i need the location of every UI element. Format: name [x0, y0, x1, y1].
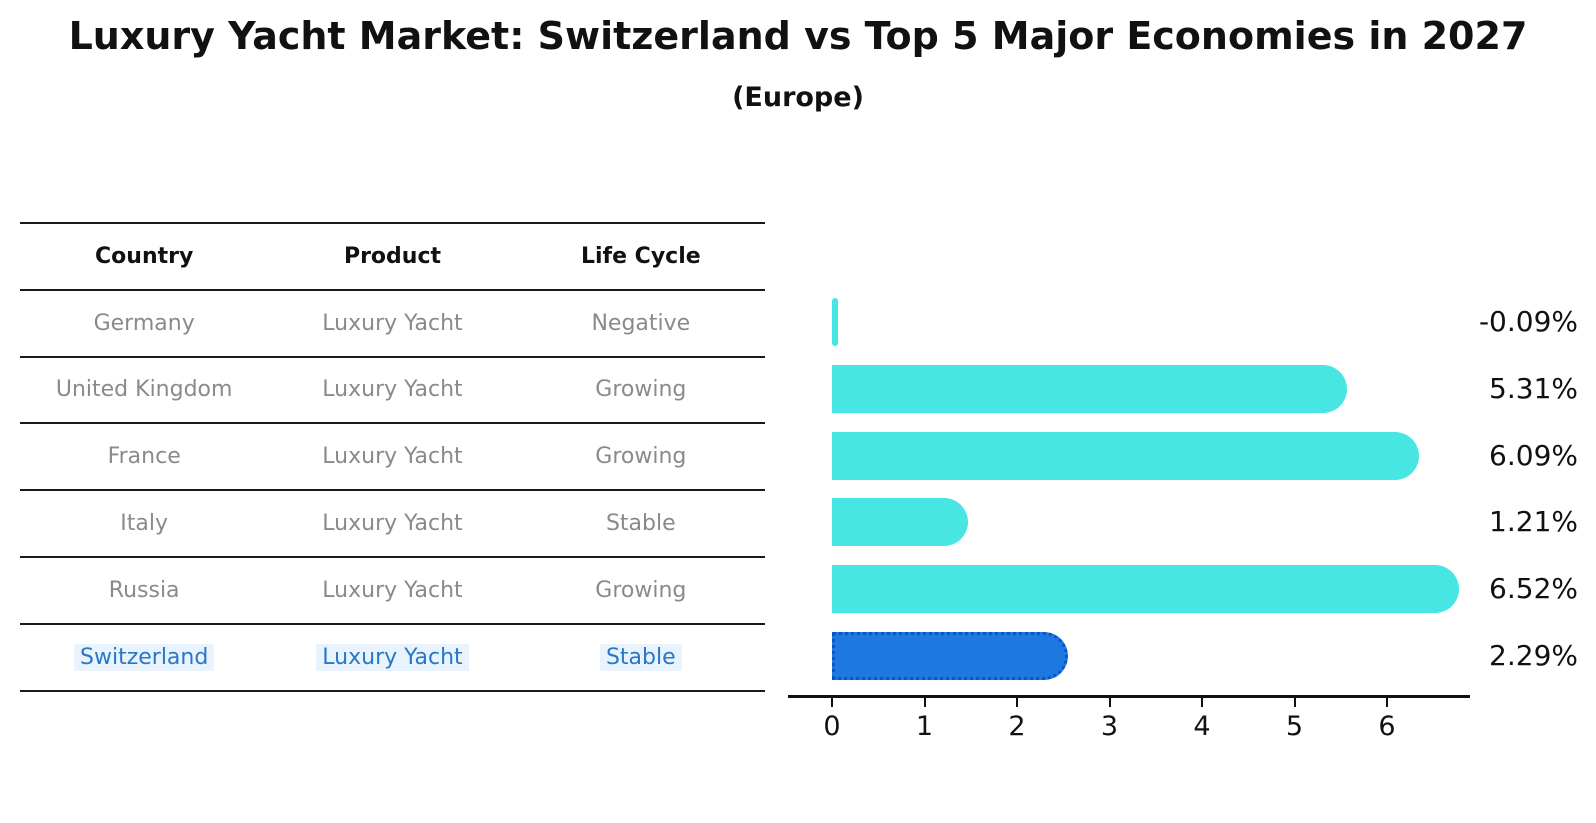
table-cell-product: Luxury Yacht — [268, 377, 516, 402]
table-row: Italy Luxury Yacht Stable — [20, 489, 765, 556]
table-cell-lifecycle: Growing — [517, 444, 765, 469]
table-cell-country-text: Germany — [93, 310, 195, 336]
x-axis-tick-label: 6 — [1378, 711, 1396, 742]
header-cell-lifecycle: Life Cycle — [580, 243, 701, 269]
table-body: Germany Luxury Yacht Negative United Kingdo… — [20, 288, 765, 690]
x-axis-tick — [1201, 698, 1203, 707]
table-cell-country-text: Russia — [108, 577, 180, 603]
table-cell-lifecycle: Growing — [517, 377, 765, 402]
table-cell-country-text: United Kingdom — [55, 377, 233, 403]
x-axis-tick — [1293, 698, 1296, 707]
bar-value-label: 6.09% — [1489, 438, 1578, 472]
x-axis — [788, 695, 1470, 698]
table-cell-lifecycle-text: Negative — [591, 310, 691, 336]
bar-value-label: -0.09% — [1478, 305, 1578, 338]
x-axis-tick — [831, 698, 833, 707]
table-cell-lifecycle-text: Stable — [605, 511, 676, 537]
table-cell-product-text: Luxury Yacht — [316, 643, 469, 671]
table-cell-country-text: Switzerland — [74, 643, 215, 671]
table-cell-country: Switzerland — [20, 643, 268, 671]
bar-value-label: 5.31% — [1489, 371, 1578, 405]
table-cell-product: Luxury Yacht — [268, 511, 516, 536]
bar-row — [832, 632, 1068, 680]
table-cell-lifecycle: Stable — [517, 643, 765, 671]
x-axis-tick-label: 2 — [1008, 711, 1026, 742]
table-cell-lifecycle: Negative — [517, 311, 765, 336]
bar-russia — [832, 565, 1460, 614]
table-cell-country-text: France — [107, 444, 181, 470]
table-row: Switzerland Luxury Yacht Stable — [20, 622, 765, 690]
table-cell-product: Luxury Yacht — [268, 444, 516, 469]
table-row: United Kingdom Luxury Yacht Growing — [20, 355, 765, 423]
x-axis-tick — [1016, 698, 1018, 707]
page-subtitle: (Europe) — [732, 82, 864, 113]
table-row: Russia Luxury Yacht Growing — [20, 555, 765, 623]
x-axis-tick-label: 5 — [1285, 711, 1304, 742]
table-cell-product-text: Luxury Yacht — [322, 310, 463, 336]
bar-value-label: 1.21% — [1489, 505, 1578, 539]
x-axis-tick — [923, 698, 926, 707]
table-cell-lifecycle-text: Growing — [595, 577, 687, 603]
table-cell-country: Italy — [20, 511, 268, 536]
bar-row — [832, 364, 1348, 413]
bar-switzerland — [832, 632, 1068, 680]
x-axis-tick — [1108, 698, 1111, 707]
header-cell-country: Country — [95, 243, 194, 269]
table-cell-lifecycle: Stable — [517, 511, 765, 536]
table-cell-lifecycle: Growing — [517, 578, 765, 603]
bar-italy — [832, 498, 968, 547]
table-row: France Luxury Yacht Growing — [20, 422, 765, 489]
bar-value-label: 2.29% — [1489, 639, 1578, 672]
table-cell-lifecycle-text: Stable — [599, 643, 682, 671]
table-cell-product-text: Luxury Yacht — [322, 444, 463, 470]
table-cell-product: Luxury Yacht — [268, 643, 516, 671]
bar-row — [832, 498, 968, 547]
bar-united-kingdom — [832, 364, 1348, 413]
bar-row — [832, 431, 1420, 480]
table-cell-country-text: Italy — [120, 511, 169, 537]
table-cell-product-text: Luxury Yacht — [322, 511, 463, 537]
table-cell-lifecycle-text: Growing — [595, 377, 687, 403]
page-title: Luxury Yacht Market: Switzerland vs Top … — [68, 14, 1528, 58]
table-cell-country: France — [20, 444, 268, 469]
table-cell-lifecycle-text: Growing — [595, 444, 687, 470]
table-header-row: Country Product Life Cycle — [20, 222, 765, 289]
table-cell-product: Luxury Yacht — [268, 578, 516, 603]
bar-france — [832, 431, 1420, 480]
table-row: Germany Luxury Yacht Negative — [20, 288, 765, 356]
x-axis-tick — [1386, 698, 1388, 707]
x-axis-tick-label: 1 — [915, 711, 934, 742]
comparison-table: Country Product Life Cycle Germany Luxury… — [20, 222, 765, 692]
header-cell-product: Product — [343, 243, 442, 269]
table-cell-country: Russia — [20, 578, 268, 603]
table-cell-product-text: Luxury Yacht — [322, 377, 463, 403]
bar-row — [832, 565, 1460, 614]
x-axis-tick-label: 4 — [1193, 711, 1211, 742]
table-cell-product-text: Luxury Yacht — [322, 577, 463, 603]
table-cell-country: Germany — [20, 311, 268, 336]
table-cell-country: United Kingdom — [20, 377, 268, 402]
x-axis-tick-label: 0 — [823, 711, 841, 742]
bar-chart — [788, 288, 1470, 700]
bar-germany — [832, 298, 838, 346]
table-cell-product: Luxury Yacht — [268, 311, 516, 336]
x-axis-tick-label: 3 — [1100, 711, 1119, 742]
bar-row — [832, 298, 838, 346]
bar-value-label: 6.52% — [1489, 572, 1578, 606]
